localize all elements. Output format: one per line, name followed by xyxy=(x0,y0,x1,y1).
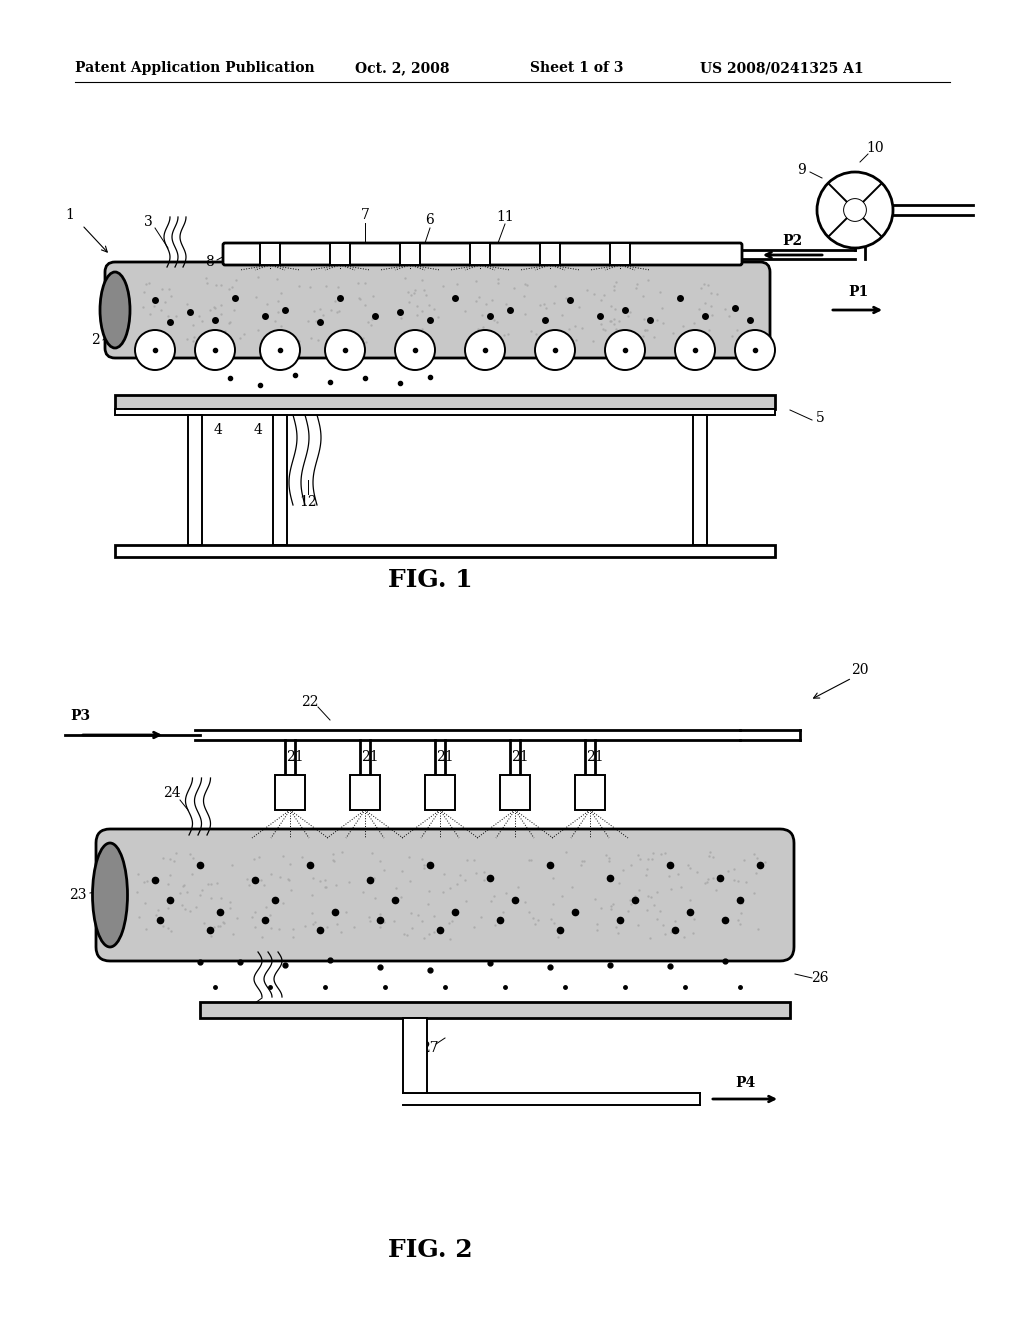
Text: 21: 21 xyxy=(286,750,304,764)
Circle shape xyxy=(135,330,175,370)
Text: P1: P1 xyxy=(848,285,868,300)
Bar xyxy=(403,1018,427,1093)
Bar xyxy=(275,775,305,810)
Circle shape xyxy=(535,330,575,370)
FancyBboxPatch shape xyxy=(96,829,794,961)
Text: Sheet 1 of 3: Sheet 1 of 3 xyxy=(530,61,624,75)
Text: P2: P2 xyxy=(782,234,802,248)
Text: 25: 25 xyxy=(240,1003,257,1016)
Text: 3: 3 xyxy=(143,215,153,228)
Text: 4: 4 xyxy=(254,422,262,437)
Text: 27: 27 xyxy=(421,1041,439,1055)
Text: 2: 2 xyxy=(91,333,99,347)
Bar xyxy=(470,243,490,265)
Text: 6: 6 xyxy=(426,213,434,227)
Text: 24: 24 xyxy=(163,785,181,800)
Circle shape xyxy=(260,330,300,370)
Text: 23: 23 xyxy=(70,888,87,902)
Text: 21: 21 xyxy=(511,750,528,764)
Bar xyxy=(115,545,775,557)
Text: US 2008/0241325 A1: US 2008/0241325 A1 xyxy=(700,61,863,75)
Bar xyxy=(575,775,605,810)
Text: 21: 21 xyxy=(586,750,604,764)
Circle shape xyxy=(325,330,365,370)
Text: 8: 8 xyxy=(716,255,724,269)
Bar xyxy=(610,243,630,265)
Bar xyxy=(115,409,775,414)
Circle shape xyxy=(675,330,715,370)
Text: 21: 21 xyxy=(361,750,379,764)
Bar xyxy=(273,414,287,545)
Text: FIG. 2: FIG. 2 xyxy=(388,1238,472,1262)
Bar xyxy=(540,243,560,265)
Text: 7: 7 xyxy=(360,209,370,222)
Text: 4: 4 xyxy=(214,422,222,437)
Text: FIG. 1: FIG. 1 xyxy=(388,568,472,591)
Text: 1: 1 xyxy=(66,209,75,222)
Text: 5: 5 xyxy=(816,411,824,425)
Text: Patent Application Publication: Patent Application Publication xyxy=(75,61,314,75)
Bar xyxy=(350,775,380,810)
Circle shape xyxy=(465,330,505,370)
Bar xyxy=(200,1002,790,1018)
Text: 9: 9 xyxy=(798,162,806,177)
Bar xyxy=(500,775,530,810)
Bar xyxy=(115,395,775,409)
Circle shape xyxy=(195,330,234,370)
Ellipse shape xyxy=(100,272,130,348)
Ellipse shape xyxy=(92,843,128,946)
Bar xyxy=(330,243,350,265)
Bar xyxy=(188,414,202,545)
Bar xyxy=(693,414,707,545)
Text: P3: P3 xyxy=(70,709,90,723)
Bar xyxy=(425,775,455,810)
Text: 22: 22 xyxy=(301,696,318,709)
Circle shape xyxy=(817,172,893,248)
Text: Oct. 2, 2008: Oct. 2, 2008 xyxy=(355,61,450,75)
Text: 8: 8 xyxy=(206,255,214,269)
Text: 21: 21 xyxy=(436,750,454,764)
Text: 11: 11 xyxy=(496,210,514,224)
Circle shape xyxy=(844,198,866,222)
Text: 20: 20 xyxy=(851,663,868,677)
Text: 26: 26 xyxy=(811,972,828,985)
Circle shape xyxy=(735,330,775,370)
Circle shape xyxy=(605,330,645,370)
Text: 10: 10 xyxy=(866,141,884,154)
Circle shape xyxy=(395,330,435,370)
Bar xyxy=(400,243,420,265)
FancyBboxPatch shape xyxy=(223,243,742,265)
FancyBboxPatch shape xyxy=(105,261,770,358)
Text: P4: P4 xyxy=(735,1076,755,1090)
Bar xyxy=(260,243,280,265)
Text: 12: 12 xyxy=(299,495,316,510)
